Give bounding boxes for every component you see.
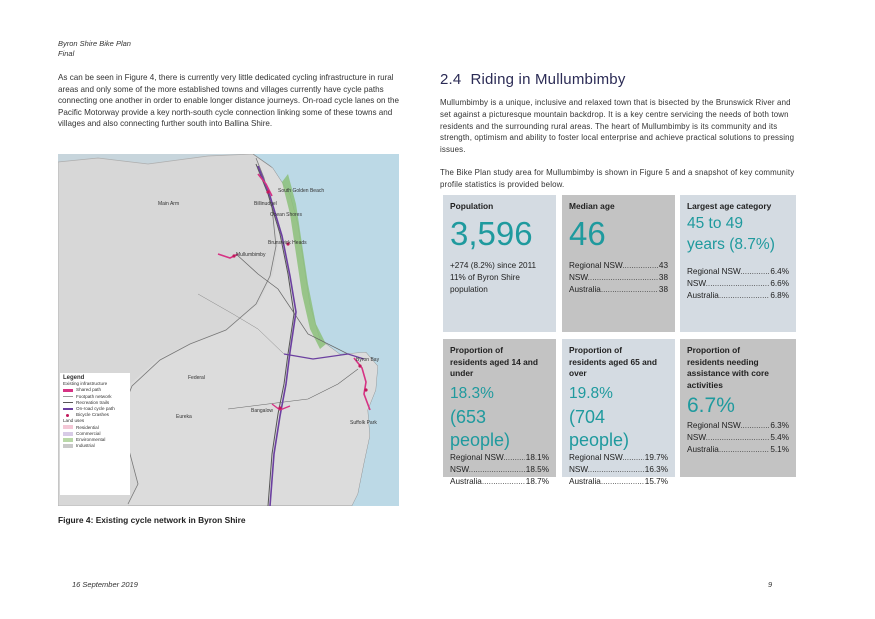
map-label-federal: Federal: [188, 375, 205, 381]
card-title: residents needing: [687, 356, 759, 367]
comparison-row: Regional NSW6.3%: [687, 420, 789, 432]
community-profile-grid: Population 3,596 +274 (8.2%) since 2011 …: [443, 195, 797, 486]
legend-section-land-uses: Land uses: [63, 418, 85, 424]
legend-item-residential: Residential: [63, 425, 127, 431]
intro-paragraph: As can be seen in Figure 4, there is cur…: [58, 73, 400, 129]
comparison-row: Australia5.1%: [687, 444, 789, 456]
map-label-eureka: Eureka: [176, 414, 192, 420]
map-label-byron-bay: Byron Bay: [356, 357, 380, 363]
comparison-row: Australia6.8%: [687, 290, 789, 302]
aged-65-card: Proportion of residents aged 65 and over…: [562, 339, 675, 486]
comparison-row: NSW5.4%: [687, 432, 789, 444]
environmental-swatch: [63, 437, 73, 442]
legend-item-industrial: Industrial: [63, 443, 127, 449]
comparison-row: Regional NSW43: [569, 260, 668, 272]
comparison-row: NSW16.3%: [569, 464, 668, 476]
recreation-swatch: [63, 402, 73, 404]
population-value: 3,596: [450, 214, 533, 252]
median-age-card: Median age 46 Regional NSW43 NSW38 Austr…: [562, 195, 675, 332]
aged-65-percent: 19.8%: [569, 384, 613, 402]
legend-title: Legend: [63, 375, 85, 381]
card-title: Population: [450, 201, 494, 211]
card-title: residents aged 65 and: [569, 356, 657, 367]
aged-65-people: (704 people): [569, 406, 630, 450]
aged-14-card: Proportion of residents aged 14 and unde…: [443, 339, 556, 486]
largest-age-card: Largest age category 45 to 49 years (8.7…: [680, 195, 796, 332]
aged-14-people: (653 people): [450, 406, 511, 450]
footpath-swatch: [63, 395, 73, 397]
industrial-swatch: [63, 444, 73, 449]
map-legend: Legend Existing infrastructure Shared pa…: [60, 373, 130, 495]
map-label-bangalow: Bangalow: [251, 408, 273, 414]
section-paragraph-1: Mullumbimby is a unique, inclusive and r…: [440, 98, 795, 155]
comparison-row: Regional NSW6.4%: [687, 266, 789, 278]
population-change: +274 (8.2%) since 2011: [450, 260, 537, 270]
largest-age-value-2: years (8.7%): [687, 235, 775, 253]
map-label-south-golden-beach: South Golden Beach: [278, 188, 325, 194]
legend-item-environmental: Environmental: [63, 437, 127, 443]
shared-path-swatch: [63, 388, 73, 392]
comparison-row: NSW38: [569, 272, 668, 284]
assistance-percent: 6.7%: [687, 394, 735, 417]
card-title: residents aged 14 and: [450, 356, 538, 367]
section-number: 2.4: [440, 71, 462, 88]
card-title: Proportion of: [450, 345, 504, 355]
cycle-network-map: South Golden Beach Main Arm Billinudgel …: [58, 154, 399, 506]
document-header: Byron Shire Bike Plan Final: [58, 39, 131, 59]
legend-item-crashes: Bicycle Crashes: [63, 412, 127, 418]
comparison-row: Australia38: [569, 284, 668, 296]
section-title: Riding in Mullumbimby: [470, 71, 626, 88]
residential-swatch: [63, 425, 73, 430]
map-label-ocean-shores: Ocean Shores: [270, 212, 302, 218]
card-title: over: [569, 368, 587, 378]
map-label-mullumbimby: Mullumbimby: [236, 252, 266, 258]
map-label-suffolk-park: Suffolk Park: [350, 420, 377, 426]
section-heading: 2.4 Riding in Mullumbimby: [440, 71, 626, 88]
legend-item-on-road: On-road cycle path: [63, 406, 127, 412]
largest-age-value-1: 45 to 49: [687, 214, 744, 232]
map-label-brunswick-heads: Brunswick Heads: [268, 240, 307, 246]
crash-dot-icon: [66, 413, 69, 417]
comparison-row: NSW18.5%: [450, 464, 549, 476]
page-number: 9: [768, 580, 773, 589]
map-label-billinudgel: Billinudgel: [254, 201, 277, 207]
comparison-row: Australia18.7%: [450, 476, 549, 488]
card-title: Median age: [569, 201, 615, 211]
assistance-card: Proportion of residents needing assistan…: [680, 339, 796, 477]
population-card: Population 3,596 +274 (8.2%) since 2011 …: [443, 195, 556, 332]
population-share: 11% of Byron Shire: [450, 272, 520, 282]
comparison-row: Regional NSW18.1%: [450, 452, 549, 464]
on-road-swatch: [63, 407, 73, 410]
legend-section-infrastructure: Existing infrastructure: [63, 381, 108, 387]
document-title: Byron Shire Bike Plan: [58, 39, 131, 48]
card-title: under: [450, 368, 474, 378]
comparison-row: Australia15.7%: [569, 476, 668, 488]
figure-caption: Figure 4: Existing cycle network in Byro…: [58, 515, 246, 525]
legend-item-footpath: Footpath network: [63, 394, 127, 400]
card-title: Proportion of: [569, 345, 623, 355]
median-age-value: 46: [569, 214, 606, 252]
card-title: Proportion of: [687, 345, 741, 355]
aged-14-percent: 18.3%: [450, 384, 494, 402]
footer-date: 16 September 2019: [72, 580, 138, 589]
population-share-cont: population: [450, 284, 488, 294]
commercial-swatch: [63, 431, 73, 436]
legend-item-recreation: Recreation trails: [63, 400, 127, 406]
map-label-main-arm: Main Arm: [158, 201, 180, 207]
comparison-row: Regional NSW19.7%: [569, 452, 668, 464]
document-status: Final: [58, 49, 75, 58]
card-title: Largest age category: [687, 201, 772, 211]
legend-item-shared-path: Shared path: [63, 387, 127, 393]
section-paragraph-2: The Bike Plan study area for Mullumbimby…: [440, 168, 795, 189]
comparison-row: NSW6.6%: [687, 278, 789, 290]
card-title: assistance with core: [687, 368, 769, 378]
card-title: activities: [687, 379, 723, 390]
legend-item-commercial: Commercial: [63, 431, 127, 437]
